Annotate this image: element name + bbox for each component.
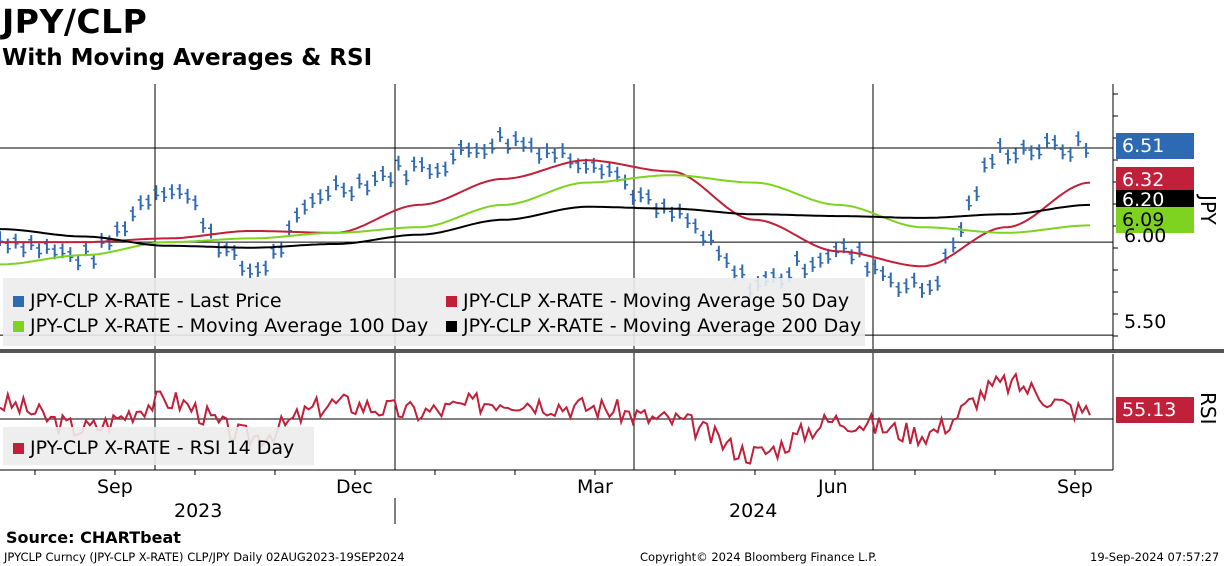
- legend-label-ma200: JPY-CLP X-RATE - Moving Average 200 Day: [463, 315, 862, 337]
- ma100-label: 6.09: [1116, 207, 1194, 233]
- last-price-label: 6.51: [1116, 133, 1194, 159]
- x-tick-label-dec: Dec: [336, 476, 373, 498]
- rsi-legend: JPY-CLP X-RATE - RSI 14 Day: [3, 427, 314, 465]
- legend-item-ma200: JPY-CLP X-RATE - Moving Average 200 Day: [446, 315, 861, 337]
- legend-swatch-rsi: [13, 442, 24, 454]
- legend-swatch-last-price: [13, 295, 24, 307]
- source-label: Source: CHARTbeat: [6, 528, 181, 547]
- legend-label-last-price: JPY-CLP X-RATE - Last Price: [30, 290, 282, 312]
- footer-right: 19-Sep-2024 07:57:27: [1090, 550, 1220, 564]
- legend-label-ma50: JPY-CLP X-RATE - Moving Average 50 Day: [463, 290, 850, 312]
- axes: [0, 84, 1224, 475]
- ma100-line: [0, 174, 1090, 266]
- chart-subtitle: With Moving Averages & RSI: [2, 45, 373, 71]
- rsi-value-label: 55.13: [1116, 397, 1194, 423]
- series-lines: [0, 159, 1091, 465]
- legend-item-last-price: JPY-CLP X-RATE - Last Price: [13, 290, 282, 312]
- ma200-label: 6.20: [1116, 189, 1194, 211]
- x-year-label-2024: 2024: [729, 500, 778, 522]
- legend-swatch-ma200: [446, 320, 457, 332]
- x-tick-label-sep-2023: Sep: [97, 476, 133, 498]
- ma200-line: [0, 203, 1091, 249]
- legend-swatch-ma100: [13, 320, 24, 332]
- chart-title: JPY/CLP: [2, 2, 148, 41]
- x-tick-label-mar: Mar: [577, 476, 613, 498]
- x-tick-label-jun: Jun: [818, 476, 848, 498]
- legend-item-ma50: JPY-CLP X-RATE - Moving Average 50 Day: [446, 290, 849, 312]
- y-tick-label-550: 5.50: [1124, 311, 1167, 333]
- y-axis-title-rsi: RSI: [1196, 392, 1220, 425]
- ma50-label: 6.32: [1116, 167, 1194, 193]
- main-legend: JPY-CLP X-RATE - Last Price JPY-CLP X-RA…: [3, 278, 865, 346]
- legend-item-rsi: JPY-CLP X-RATE - RSI 14 Day: [13, 437, 294, 459]
- legend-label-ma100: JPY-CLP X-RATE - Moving Average 100 Day: [30, 315, 429, 337]
- footer-center: Copyright© 2024 Bloomberg Finance L.P.: [640, 550, 877, 564]
- panel-separator: [0, 349, 1224, 353]
- legend-swatch-ma50: [446, 295, 457, 307]
- rsi-line: [0, 371, 1091, 465]
- y-tick-label-600: 6.00: [1124, 225, 1167, 247]
- x-year-label-2023: 2023: [174, 500, 223, 522]
- footer-left: JPYCLP Curncy (JPY-CLP X-RATE) CLP/JPY D…: [4, 550, 405, 564]
- legend-label-rsi: JPY-CLP X-RATE - RSI 14 Day: [30, 437, 295, 459]
- y-axis-title-main: JPY: [1196, 195, 1220, 225]
- x-tick-label-sep-2024: Sep: [1057, 476, 1093, 498]
- ma50-line: [0, 159, 1091, 268]
- price-bars: [0, 127, 1090, 299]
- legend-item-ma100: JPY-CLP X-RATE - Moving Average 100 Day: [13, 315, 428, 337]
